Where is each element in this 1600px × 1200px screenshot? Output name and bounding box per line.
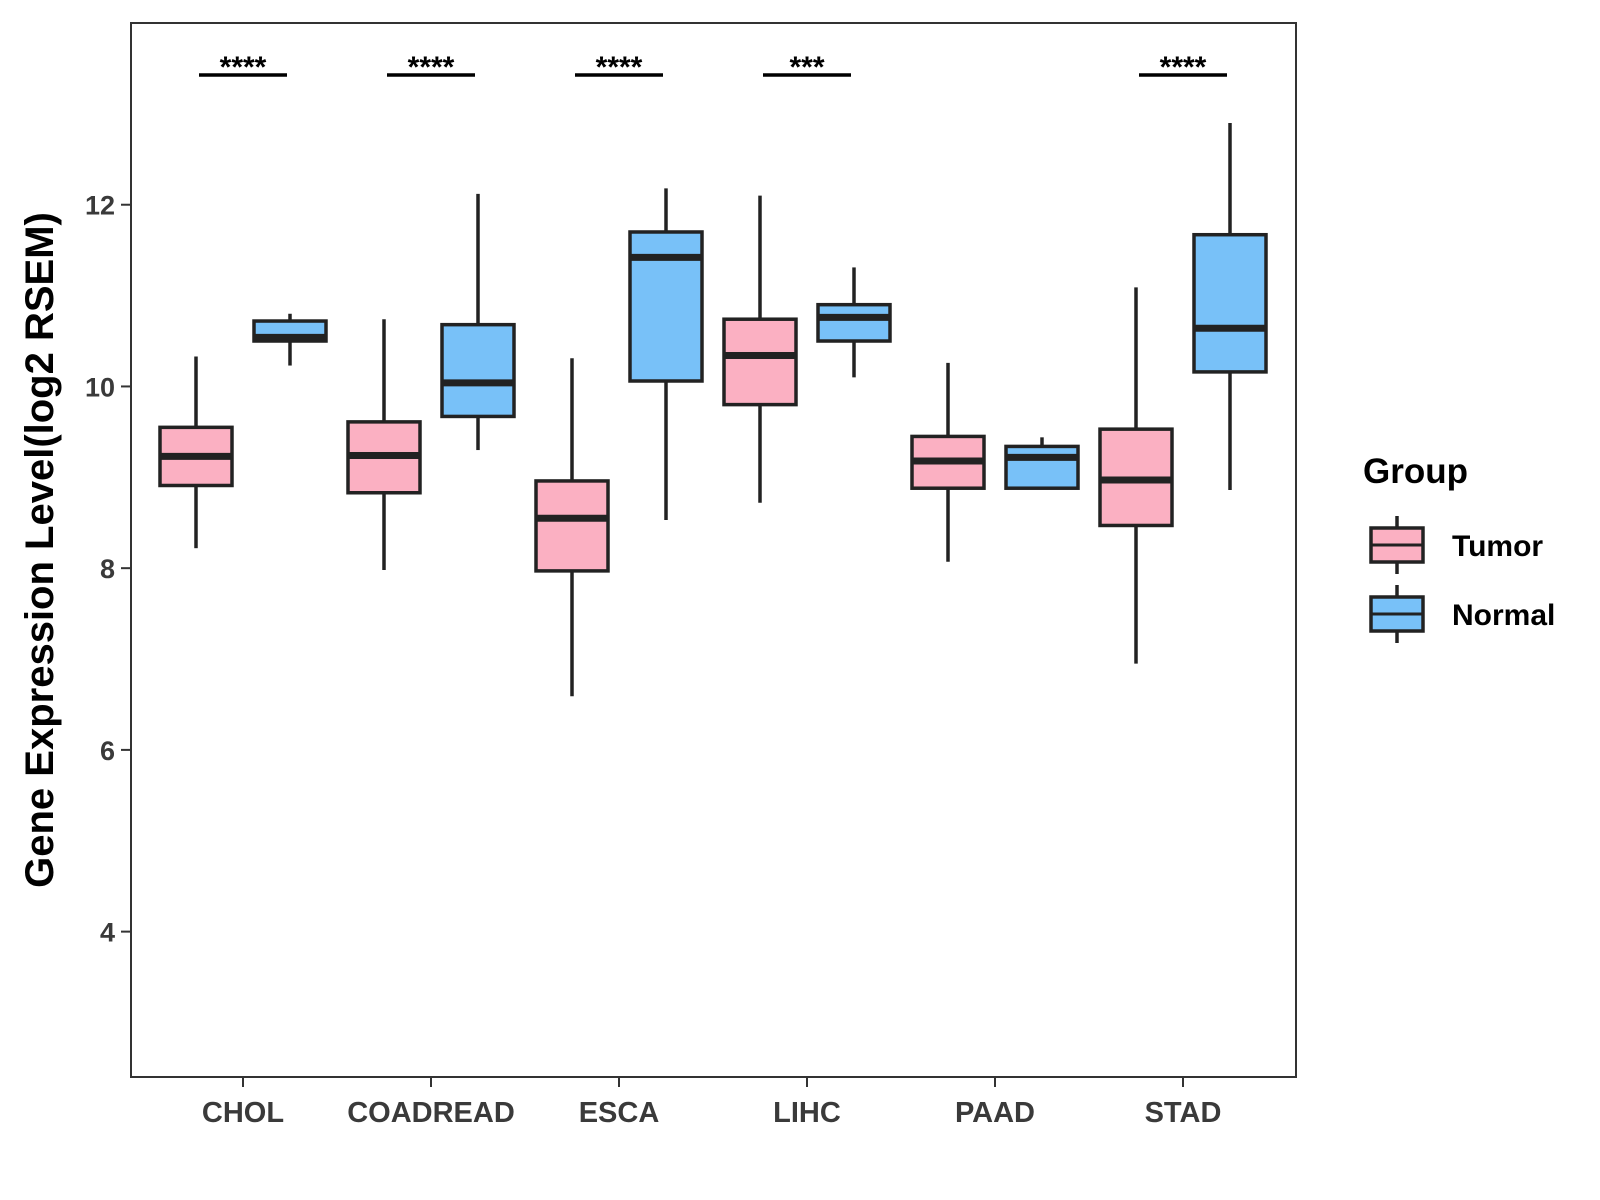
legend-label: Tumor: [1452, 530, 1543, 563]
x-tick-label-stad: STAD: [1145, 1097, 1222, 1129]
x-tick-label-chol: CHOL: [202, 1097, 284, 1129]
significance-label: ****: [1160, 51, 1207, 84]
box-body: [816, 302, 892, 343]
box-normal-coadread: [440, 193, 516, 451]
y-tick-label: 12: [85, 191, 115, 221]
box-body: [440, 322, 516, 419]
x-tick-label-paad: PAAD: [955, 1097, 1035, 1129]
legend-title: Group: [1363, 452, 1468, 491]
y-tick-label: 8: [100, 554, 115, 584]
y-tick-label: 10: [85, 372, 115, 402]
box-body: [534, 479, 610, 573]
box-body: [722, 317, 798, 407]
legend-item-normal: Normal: [1369, 585, 1555, 643]
box-normal-stad: [1192, 122, 1268, 491]
plot-panel: [130, 22, 1297, 1078]
box-body: [1192, 232, 1268, 374]
legend-label: Normal: [1452, 599, 1555, 632]
box-normal-chol: [252, 313, 328, 366]
significance-annotations: **** **** **** *** ****: [199, 51, 1227, 84]
x-axis: CHOL COADREAD ESCA LIHC PAAD STAD: [202, 1077, 1221, 1129]
box-tumor-coadread: [346, 319, 422, 570]
x-tick-label-coadread: COADREAD: [347, 1097, 515, 1129]
significance-label: ****: [408, 51, 455, 84]
significance-label: ****: [220, 51, 267, 84]
box-body: [1004, 444, 1080, 490]
box-normal-paad: [1004, 437, 1080, 490]
box-tumor-stad: [1098, 287, 1174, 664]
legend-item-tumor: Tumor: [1369, 516, 1543, 574]
box-tumor-esca: [534, 358, 610, 697]
y-tick-label: 4: [100, 918, 115, 948]
significance-label: ****: [596, 51, 643, 84]
box-normal-esca: [628, 188, 704, 521]
box-tumor-lihc: [722, 195, 798, 503]
y-axis: 4 6 8 10 12: [85, 191, 131, 948]
x-tick-label-lihc: LIHC: [773, 1097, 841, 1129]
box-series: [158, 122, 1268, 697]
legend: Group Tumor Normal: [1363, 452, 1555, 643]
y-axis-label: Gene Expression Level(log2 RSEM): [18, 212, 62, 888]
box-tumor-chol: [158, 356, 234, 549]
box-tumor-paad: [910, 362, 986, 562]
significance-label: ***: [789, 51, 824, 84]
y-tick-label: 6: [100, 736, 115, 766]
box-normal-lihc: [816, 267, 892, 378]
x-tick-label-esca: ESCA: [579, 1097, 660, 1129]
